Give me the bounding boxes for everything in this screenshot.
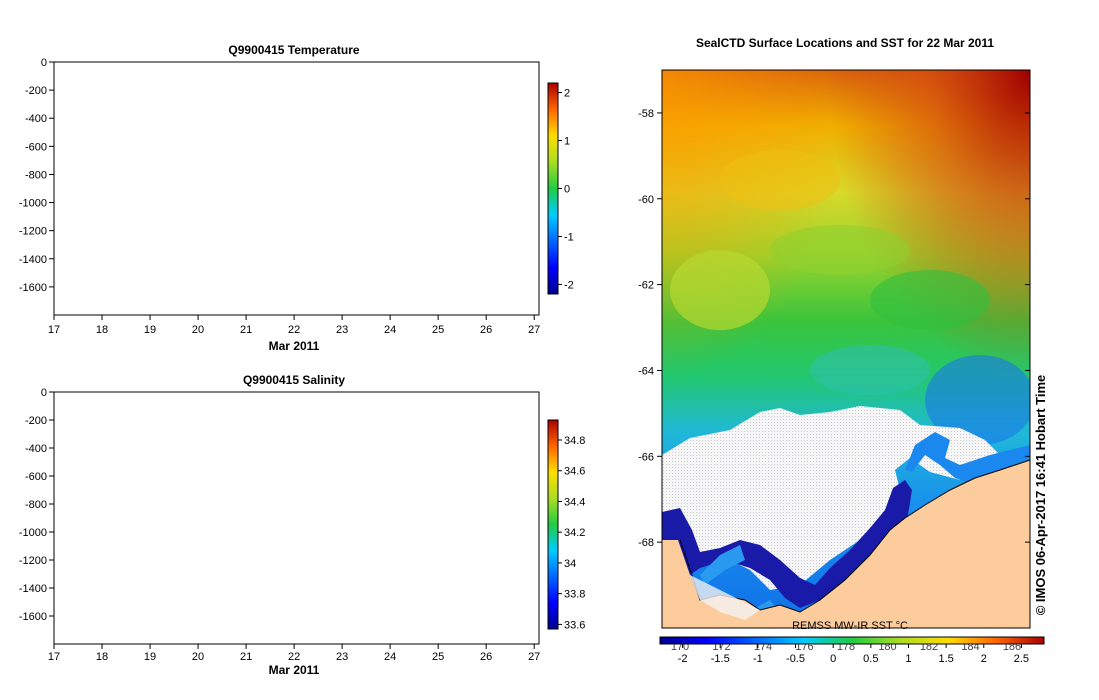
sst-colorbar <box>659 636 1045 645</box>
colorbar-tick-label: 0 <box>564 184 570 196</box>
y-tick-label: -1400 <box>19 583 47 595</box>
latitude-tick-label: -64 <box>638 365 654 377</box>
x-tick-label: 17 <box>48 324 60 336</box>
sst-map-panel: SealCTD Surface Locations and SST for 22… <box>638 36 1048 665</box>
y-tick-label: -1200 <box>19 555 47 567</box>
x-tick-label: 23 <box>336 651 348 663</box>
salinity-panel: Q9900415 Salinity 0 -200 -400 -600 -800 -1000… <box>19 373 586 677</box>
sst-colorbar-tick-label: 1.5 <box>938 653 953 665</box>
y-tick-label: -200 <box>25 415 47 427</box>
y-tick-label: -800 <box>25 499 47 511</box>
sst-colorbar-tick-label: 1 <box>905 653 911 665</box>
latitude-tick-label: -60 <box>638 194 654 206</box>
temperature-panel: Q9900415 Temperature 0 -200 -400 -600 -800 -1… <box>19 43 574 353</box>
x-tick-label: 23 <box>336 324 348 336</box>
y-tick-label: 0 <box>41 57 47 69</box>
sst-colorbar-tick-label: -2 <box>678 653 688 665</box>
sst-source-label: REMSS MW-IR SST °C <box>792 620 908 632</box>
sst-colorbar-tick-label: -1 <box>753 653 763 665</box>
colorbar-tick-label: 2 <box>564 88 570 100</box>
x-tick-label: 26 <box>480 651 492 663</box>
salinity-title: Q9900415 Salinity <box>243 373 345 387</box>
x-tick-label: 21 <box>240 651 252 663</box>
colorbar-tick-label: 34.2 <box>564 527 585 539</box>
latitude-tick-label: -68 <box>638 537 654 549</box>
y-tick-label: -400 <box>25 443 47 455</box>
temperature-y-axis: 0 -200 -400 -600 -800 -1000 -1200 -1400 -1600 <box>19 57 54 294</box>
x-tick-label: 18 <box>96 651 108 663</box>
land-mass <box>662 460 1030 628</box>
y-tick-label: -1000 <box>19 527 47 539</box>
sst-map-image <box>662 70 1030 628</box>
sst-colorbar-tick-label: -1.5 <box>711 653 730 665</box>
sst-colorbar-tick-label: -0.5 <box>786 653 805 665</box>
y-tick-label: -200 <box>25 85 47 97</box>
x-tick-label: 22 <box>288 324 300 336</box>
colorbar-tick-label: 34 <box>564 558 576 570</box>
y-tick-label: -400 <box>25 113 47 125</box>
x-tick-label: 19 <box>144 324 156 336</box>
salinity-colorbar <box>547 419 559 630</box>
salinity-y-axis: 0 -200 -400 -600 -800 -1000 -1200 -1400 -1600 <box>19 387 54 623</box>
sst-map-latitude-axis: -58 -60 -62 -64 -66 -68 <box>638 108 1030 549</box>
y-tick-label: -600 <box>25 141 47 153</box>
credit-text: © IMOS 06-Apr-2017 16:41 Hobart Time <box>1033 375 1048 616</box>
temperature-title: Q9900415 Temperature <box>228 43 360 57</box>
x-tick-label: 17 <box>48 651 60 663</box>
sst-colorbar-tick-label: 0.5 <box>863 653 878 665</box>
latitude-tick-label: -58 <box>638 108 654 120</box>
x-tick-label: 27 <box>528 651 540 663</box>
x-tick-label: 24 <box>384 324 396 336</box>
sst-map-frame <box>661 69 1031 629</box>
y-tick-label: -600 <box>25 471 47 483</box>
x-tick-label: 22 <box>288 651 300 663</box>
y-tick-label: 0 <box>41 387 47 399</box>
colorbar-tick-label: 1 <box>564 136 570 148</box>
y-tick-label: -1600 <box>19 282 47 294</box>
x-tick-label: 24 <box>384 651 396 663</box>
x-tick-label: 19 <box>144 651 156 663</box>
temperature-x-axis: 17 18 19 20 21 22 23 24 25 26 27 <box>48 315 540 336</box>
colorbar-tick-label: 34.8 <box>564 435 585 447</box>
colorbar-tick-label: -2 <box>564 279 574 291</box>
y-tick-label: -800 <box>25 169 47 181</box>
y-tick-label: -1400 <box>19 254 47 266</box>
temperature-colorbar-ticks: 2 1 0 -1 -2 <box>558 88 574 291</box>
temperature-x-label: Mar 2011 <box>269 339 320 353</box>
x-tick-label: 25 <box>432 324 444 336</box>
colorbar-tick-label: -1 <box>564 231 574 243</box>
x-tick-label: 18 <box>96 324 108 336</box>
y-tick-label: -1000 <box>19 198 47 210</box>
temperature-plot-area <box>53 61 540 316</box>
x-tick-label: 25 <box>432 651 444 663</box>
salinity-colorbar-ticks: 34.8 34.6 34.4 34.2 34 33.8 33.6 <box>558 435 585 631</box>
salinity-x-label: Mar 2011 <box>269 663 320 677</box>
x-tick-label: 20 <box>192 324 204 336</box>
sst-colorbar-ticks: -2 -1.5 -1 -0.5 0 0.5 1 1.5 2 2.5 <box>678 644 1029 665</box>
coastal-cold-band <box>662 480 912 608</box>
colorbar-tick-label: 34.6 <box>564 466 585 478</box>
x-tick-label: 21 <box>240 324 252 336</box>
sst-colorbar-tick-label: 0 <box>830 653 836 665</box>
colorbar-tick-label: 33.8 <box>564 589 585 601</box>
temperature-colorbar <box>547 82 559 295</box>
x-tick-label: 27 <box>528 324 540 336</box>
sst-map-title: SealCTD Surface Locations and SST for 22… <box>696 36 994 50</box>
x-tick-label: 26 <box>480 324 492 336</box>
colorbar-tick-label: 33.6 <box>564 619 585 631</box>
latitude-tick-label: -62 <box>638 280 654 292</box>
y-tick-label: -1600 <box>19 611 47 623</box>
latitude-tick-label: -66 <box>638 451 654 463</box>
sst-colorbar-tick-label: 2.5 <box>1014 653 1029 665</box>
x-tick-label: 20 <box>192 651 204 663</box>
y-tick-label: -1200 <box>19 226 47 238</box>
salinity-plot-area <box>53 391 540 645</box>
salinity-x-axis: 17 18 19 20 21 22 23 24 25 26 27 <box>48 644 540 663</box>
sst-colorbar-tick-label: 2 <box>981 653 987 665</box>
colorbar-tick-label: 34.4 <box>564 496 585 508</box>
